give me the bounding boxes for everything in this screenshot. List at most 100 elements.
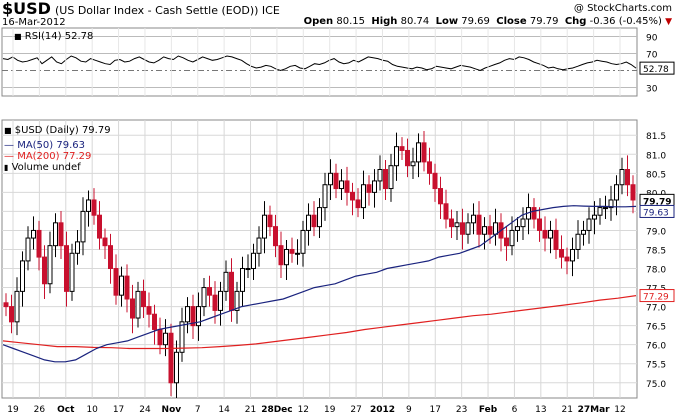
candle bbox=[130, 284, 135, 334]
candle-body bbox=[218, 290, 223, 311]
candle bbox=[306, 203, 311, 246]
candle bbox=[47, 231, 53, 294]
x-tick-label: Feb bbox=[479, 405, 498, 415]
candle bbox=[322, 172, 328, 221]
candle-body bbox=[152, 313, 157, 330]
candle bbox=[240, 256, 245, 307]
candle bbox=[317, 198, 322, 239]
candle bbox=[223, 260, 229, 301]
candle bbox=[152, 304, 157, 345]
candle bbox=[267, 205, 273, 237]
candle bbox=[548, 220, 553, 254]
candle-body bbox=[31, 229, 36, 239]
ma50-line bbox=[2, 205, 637, 363]
candle-body bbox=[559, 248, 564, 258]
price-tick-label: 80.5 bbox=[646, 170, 666, 180]
candle bbox=[295, 239, 300, 265]
candle bbox=[515, 217, 520, 242]
chg-label: Chg bbox=[564, 16, 587, 27]
candle bbox=[339, 169, 344, 200]
candle bbox=[328, 159, 333, 200]
candle bbox=[113, 254, 119, 305]
x-tick-label: 12 bbox=[614, 405, 625, 415]
candle bbox=[42, 245, 47, 299]
candle bbox=[9, 294, 14, 334]
low-label: Low bbox=[435, 16, 459, 27]
candle-body bbox=[311, 214, 317, 228]
candle-body bbox=[383, 169, 388, 190]
candle bbox=[333, 163, 339, 199]
candle-body bbox=[223, 271, 229, 292]
price-tick-label: 78.5 bbox=[646, 246, 666, 256]
candle-body bbox=[201, 287, 207, 308]
candle bbox=[119, 266, 124, 307]
candle-body bbox=[355, 199, 361, 209]
candle bbox=[108, 233, 113, 284]
x-tick-label: 17 bbox=[430, 405, 441, 415]
candle-body bbox=[328, 172, 333, 186]
candle-body bbox=[377, 169, 383, 182]
candle bbox=[438, 176, 443, 220]
candle bbox=[361, 170, 366, 220]
candle bbox=[355, 188, 361, 218]
candle-body bbox=[234, 290, 240, 311]
candle-body bbox=[124, 275, 130, 300]
x-tick-label: 21 bbox=[245, 405, 256, 415]
candle bbox=[377, 155, 383, 191]
candle bbox=[537, 207, 542, 242]
candle-body bbox=[108, 245, 113, 270]
candle-body bbox=[339, 180, 344, 190]
close-value: 79.79 bbox=[529, 16, 559, 27]
candle-body bbox=[597, 207, 603, 216]
candle-body bbox=[432, 172, 438, 190]
candle bbox=[135, 281, 141, 328]
low-value: 79.69 bbox=[461, 16, 490, 27]
x-tick-label: 23 bbox=[456, 405, 467, 415]
candle bbox=[179, 307, 185, 362]
candle bbox=[542, 216, 548, 252]
candle-body bbox=[141, 290, 146, 308]
candle-body bbox=[509, 229, 515, 247]
candle-body bbox=[251, 252, 256, 270]
candle bbox=[482, 217, 487, 250]
candle-body bbox=[515, 226, 520, 231]
rsi-label-text: RSI(14) bbox=[24, 31, 62, 42]
candle-body bbox=[207, 287, 212, 296]
candle-body bbox=[586, 218, 592, 231]
candle-body bbox=[548, 229, 553, 239]
rsi-label: ■ RSI(14) 52.78 bbox=[14, 31, 93, 42]
candle-body bbox=[619, 169, 625, 186]
x-tick-label: 10 bbox=[86, 405, 98, 415]
price-tick-label: 78.0 bbox=[646, 266, 666, 276]
candle bbox=[251, 243, 256, 280]
rsi-value-text: 52.78 bbox=[64, 31, 94, 42]
candle bbox=[350, 182, 355, 216]
candle-body bbox=[9, 306, 14, 323]
candle-body bbox=[196, 306, 201, 327]
candle-body bbox=[410, 161, 416, 167]
candle bbox=[20, 251, 25, 307]
candle bbox=[190, 294, 196, 339]
candle bbox=[278, 231, 284, 279]
candle-body bbox=[14, 290, 20, 323]
candle-body bbox=[245, 268, 251, 271]
candle-body bbox=[399, 146, 405, 151]
price-tick-label: 77.0 bbox=[646, 304, 666, 314]
x-tick-label: 24 bbox=[139, 405, 151, 415]
open-value: 80.15 bbox=[336, 16, 365, 27]
candle-body bbox=[102, 237, 108, 247]
candle-body bbox=[64, 245, 69, 292]
candle bbox=[575, 220, 581, 259]
candle bbox=[460, 208, 465, 250]
x-tick-label: Oct bbox=[57, 405, 75, 415]
price-value-box-label: 79.79 bbox=[643, 197, 671, 207]
high-value: 80.74 bbox=[400, 16, 430, 27]
x-tick-label: 2012 bbox=[370, 405, 395, 415]
candle-body bbox=[240, 268, 245, 292]
candle bbox=[311, 201, 317, 237]
candle-body bbox=[86, 199, 91, 212]
high-label: High bbox=[371, 16, 398, 27]
candle-body bbox=[394, 146, 399, 167]
candle-body bbox=[388, 165, 394, 190]
candle-body bbox=[135, 290, 141, 319]
